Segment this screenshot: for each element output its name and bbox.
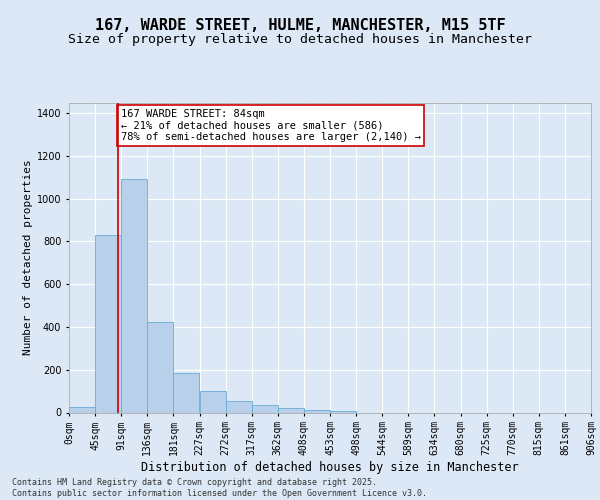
Bar <box>278 408 304 412</box>
Bar <box>148 322 173 412</box>
Bar <box>95 235 121 412</box>
Text: Size of property relative to detached houses in Manchester: Size of property relative to detached ho… <box>68 32 532 46</box>
Bar <box>69 407 95 412</box>
Text: 167, WARDE STREET, HULME, MANCHESTER, M15 5TF: 167, WARDE STREET, HULME, MANCHESTER, M1… <box>95 18 505 32</box>
Bar <box>304 410 330 412</box>
X-axis label: Distribution of detached houses by size in Manchester: Distribution of detached houses by size … <box>141 461 519 474</box>
Text: Contains HM Land Registry data © Crown copyright and database right 2025.
Contai: Contains HM Land Registry data © Crown c… <box>12 478 427 498</box>
Y-axis label: Number of detached properties: Number of detached properties <box>23 160 32 356</box>
Bar <box>173 373 199 412</box>
Bar <box>252 405 278 412</box>
Bar <box>226 400 252 412</box>
Bar <box>199 391 226 412</box>
Text: 167 WARDE STREET: 84sqm
← 21% of detached houses are smaller (586)
78% of semi-d: 167 WARDE STREET: 84sqm ← 21% of detache… <box>121 108 421 142</box>
Bar <box>121 180 148 412</box>
